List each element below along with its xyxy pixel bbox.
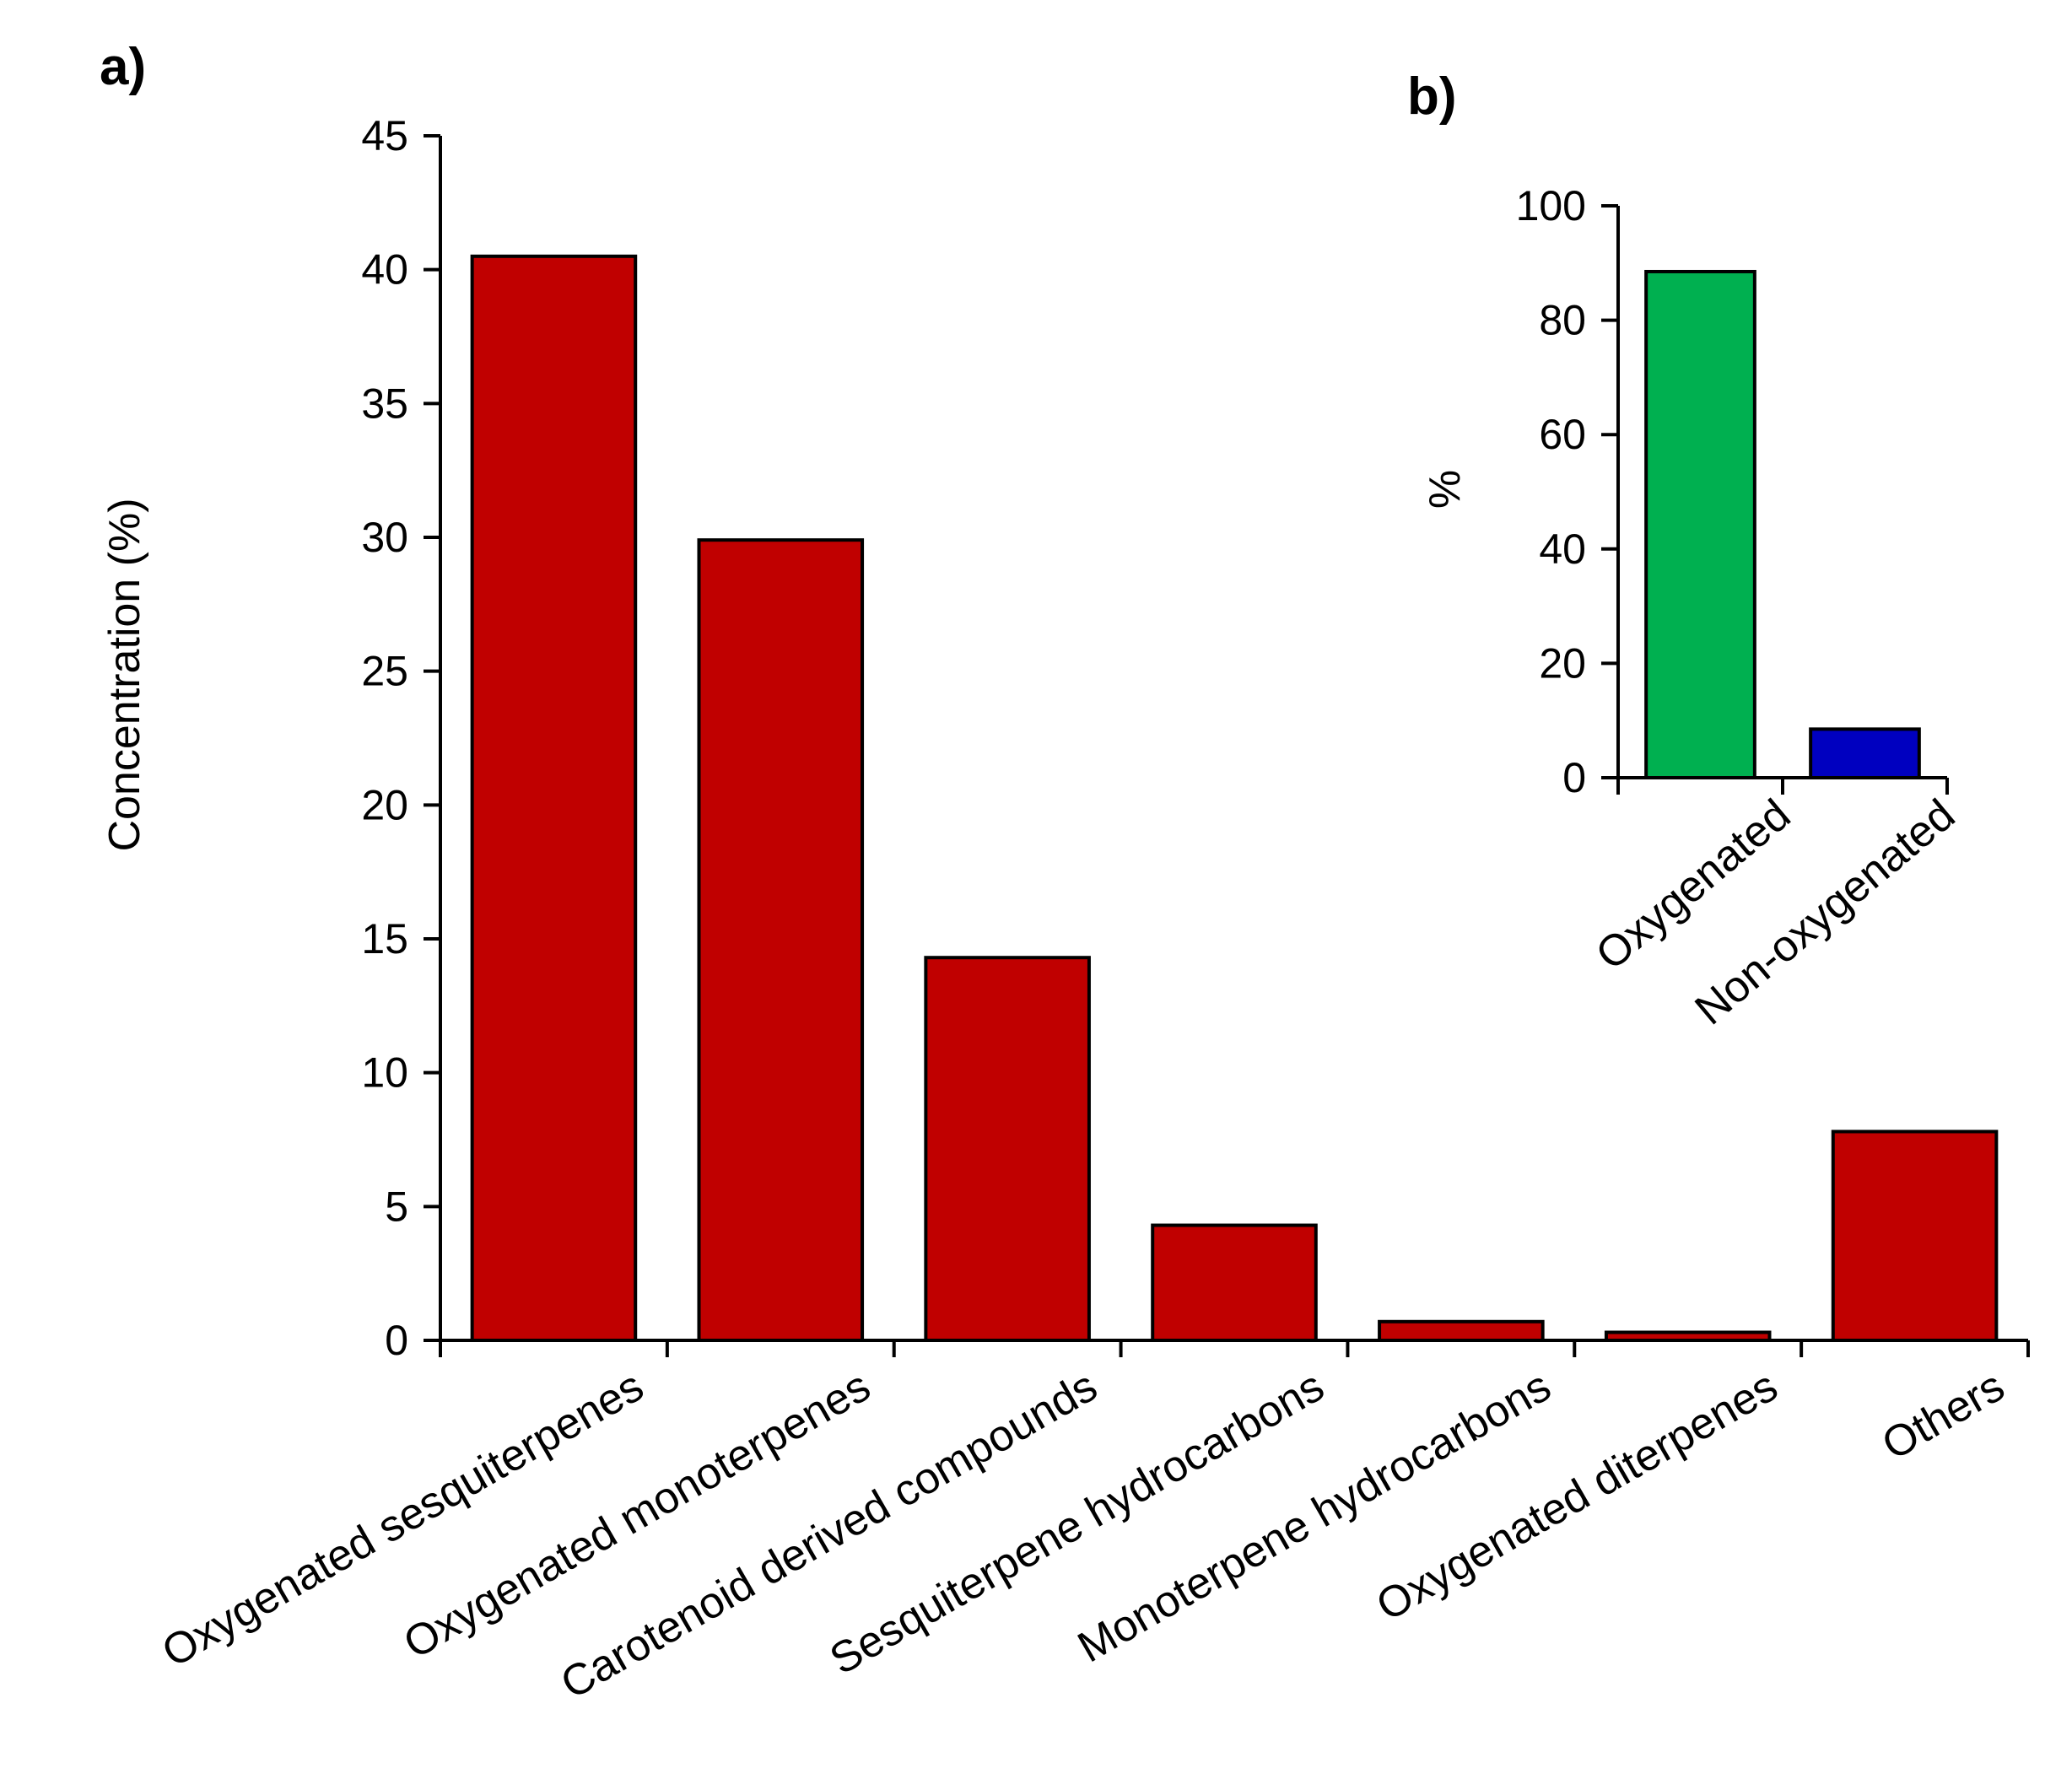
b-bar-non-oxygenated bbox=[1809, 727, 1921, 779]
a-y-tick-label: 5 bbox=[385, 1183, 408, 1230]
panel-b-label: b) bbox=[1407, 67, 1457, 126]
b-y-tick-label: 40 bbox=[1539, 526, 1586, 573]
a-category-label: Oxygenated diterpenes bbox=[1368, 1361, 1786, 1631]
a-bar-others bbox=[1831, 1129, 1999, 1342]
a-bar-oxygenated-sesquiterpenes bbox=[470, 254, 638, 1342]
b-y-tick-label: 60 bbox=[1539, 411, 1586, 458]
b-y-tick-label: 80 bbox=[1539, 297, 1586, 344]
a-y-tick-label: 0 bbox=[385, 1317, 408, 1364]
a-y-tick-label: 10 bbox=[361, 1049, 408, 1097]
a-bar-carotenoid-derived-compounds bbox=[924, 956, 1091, 1343]
panel-a-y-axis-title: Concentration (%) bbox=[100, 498, 149, 851]
a-bar-monoterpene-hydrocarbons bbox=[1378, 1319, 1545, 1342]
a-y-tick-label: 45 bbox=[361, 112, 408, 159]
panel-a-label: a) bbox=[100, 38, 146, 96]
a-bar-oxygenated-monoterpenes bbox=[697, 538, 865, 1342]
a-category-label: Others bbox=[1874, 1361, 2012, 1469]
panel-b-y-axis-title: % bbox=[1421, 470, 1470, 509]
a-bar-sesquiterpene-hydrocarbons bbox=[1151, 1223, 1318, 1342]
a-y-tick-label: 25 bbox=[361, 648, 408, 695]
b-bar-oxygenated bbox=[1644, 269, 1756, 780]
a-y-tick-label: 20 bbox=[361, 781, 408, 828]
a-y-tick-label: 15 bbox=[361, 915, 408, 962]
b-y-tick-label: 0 bbox=[1562, 754, 1586, 801]
b-y-tick-label: 100 bbox=[1516, 182, 1586, 229]
b-y-tick-label: 20 bbox=[1539, 639, 1586, 687]
a-y-tick-label: 40 bbox=[361, 246, 408, 294]
a-y-tick-label: 35 bbox=[361, 380, 408, 427]
a-bar-oxygenated-diterpenes bbox=[1604, 1330, 1772, 1342]
a-y-tick-label: 30 bbox=[361, 514, 408, 561]
